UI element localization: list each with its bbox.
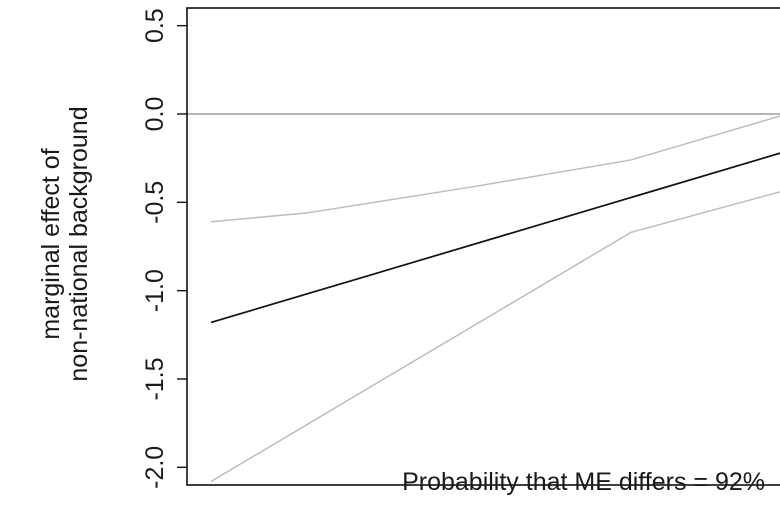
upper-ci-line <box>210 115 780 223</box>
y-axis-title-line-1: marginal effect of <box>37 148 65 339</box>
lower-ci-line <box>210 191 780 483</box>
series-layer <box>210 115 780 483</box>
y-axis-title-line-2: non-national background <box>65 106 93 381</box>
y-tick-label: -1.0 <box>141 269 169 312</box>
estimate-line <box>210 152 780 324</box>
y-tick-label: 0.0 <box>141 97 169 132</box>
annotation-text: Probability that ME differs = 92% <box>402 468 765 496</box>
y-tick-label: -1.5 <box>141 357 169 400</box>
y-tick-label: -2.0 <box>141 446 169 489</box>
y-tick-label: -0.5 <box>141 181 169 224</box>
y-axis: -2.0 -1.5 -1.0 -0.5 0.0 0.5 <box>141 8 187 489</box>
plot-frame <box>186 7 780 486</box>
y-tick-label: 0.5 <box>141 8 169 43</box>
